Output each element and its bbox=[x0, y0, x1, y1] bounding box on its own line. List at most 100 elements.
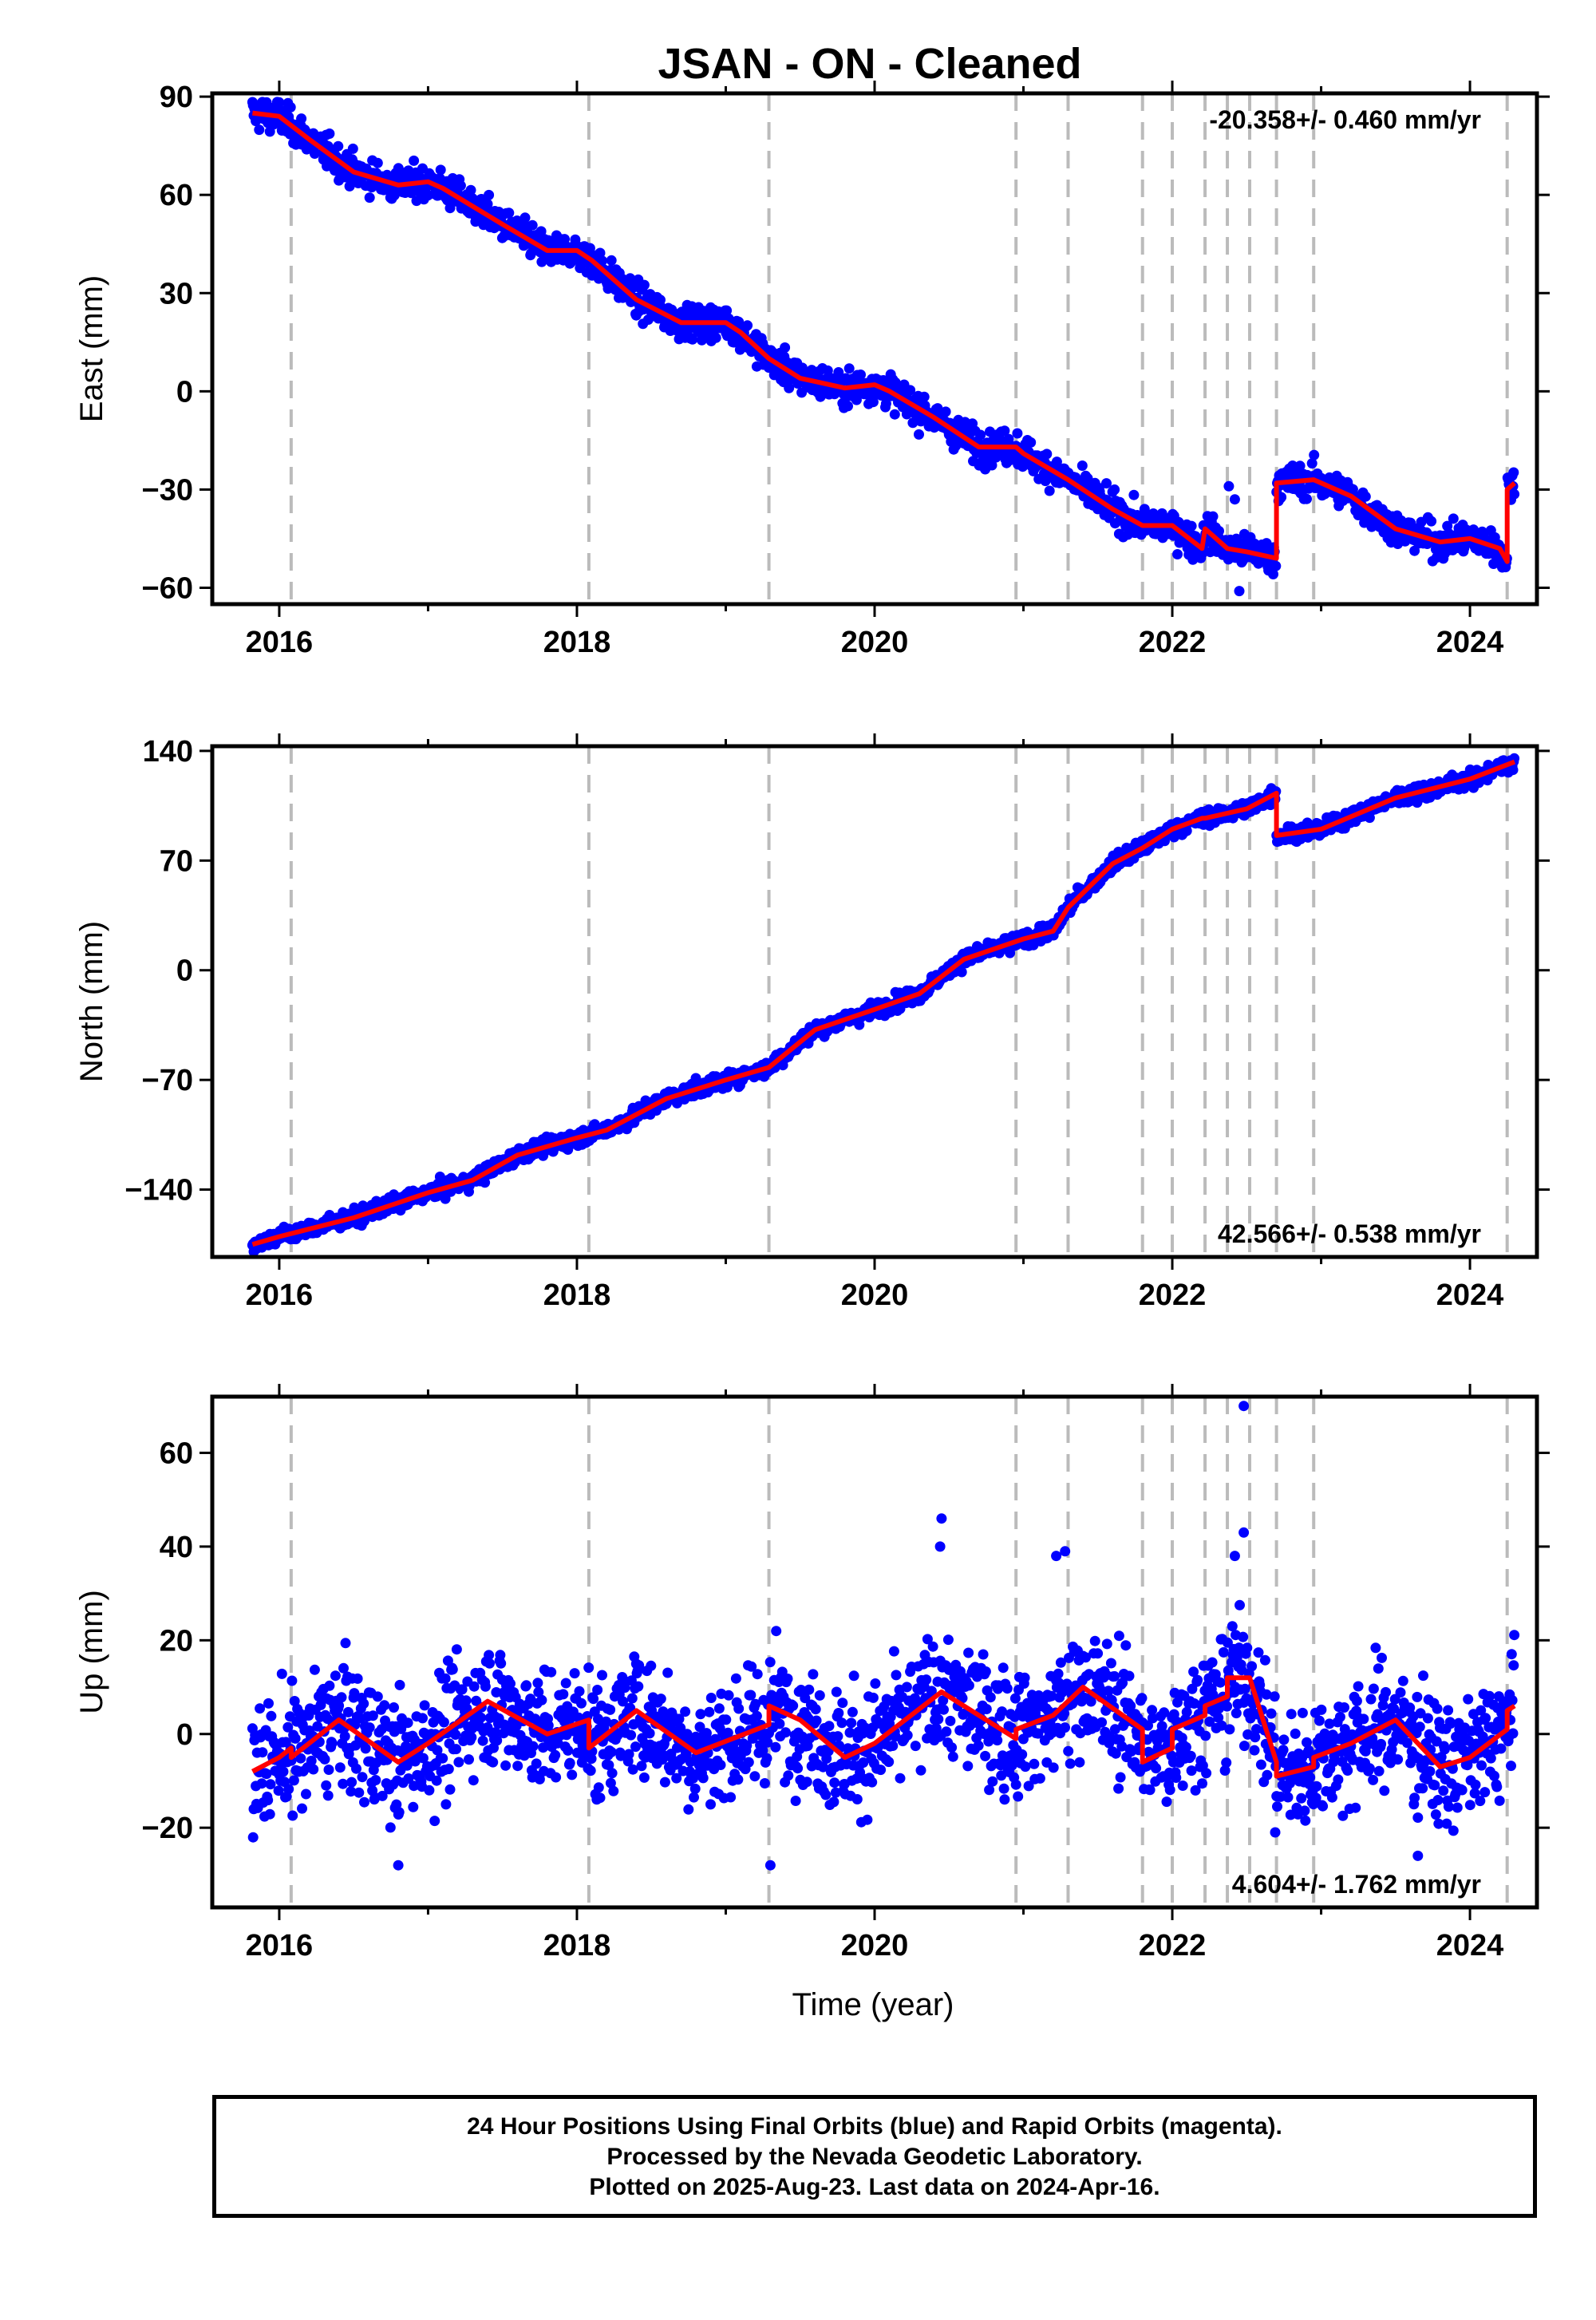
data-point bbox=[1309, 450, 1319, 460]
data-point bbox=[895, 1773, 906, 1784]
data-point bbox=[437, 1753, 448, 1764]
data-point bbox=[594, 1782, 604, 1792]
data-point bbox=[1109, 484, 1120, 495]
data-point bbox=[1025, 437, 1036, 448]
data-point bbox=[429, 1816, 440, 1826]
data-point bbox=[341, 1638, 351, 1648]
data-point bbox=[948, 1752, 958, 1762]
data-point bbox=[724, 1690, 734, 1701]
data-point bbox=[963, 1648, 974, 1658]
data-point bbox=[469, 1682, 480, 1692]
data-point bbox=[608, 1786, 618, 1796]
data-point bbox=[1361, 492, 1371, 502]
data-point bbox=[439, 1717, 449, 1728]
data-point bbox=[565, 1758, 575, 1769]
y-tick-label: −60 bbox=[142, 571, 193, 605]
data-point bbox=[765, 1657, 776, 1667]
data-point bbox=[277, 1669, 287, 1679]
data-point bbox=[815, 1690, 825, 1701]
data-point bbox=[361, 1743, 371, 1753]
data-point bbox=[780, 342, 790, 353]
data-point bbox=[528, 1741, 539, 1752]
data-point bbox=[680, 1706, 690, 1717]
data-point bbox=[1045, 486, 1055, 496]
data-point bbox=[974, 1741, 984, 1751]
data-point bbox=[820, 1790, 831, 1800]
data-point bbox=[1012, 429, 1022, 439]
velocity-rate-label: -20.358+/- 0.460 mm/yr bbox=[1209, 105, 1481, 134]
data-point bbox=[745, 1690, 756, 1701]
data-point bbox=[639, 1773, 650, 1783]
data-point bbox=[655, 294, 666, 305]
data-point bbox=[263, 1795, 273, 1805]
y-tick-label: 30 bbox=[160, 277, 193, 310]
data-point bbox=[770, 1742, 780, 1753]
data-point bbox=[496, 1658, 506, 1669]
data-point bbox=[456, 180, 466, 191]
y-tick-label: 60 bbox=[160, 179, 193, 212]
data-point bbox=[1448, 513, 1459, 524]
data-point bbox=[760, 1778, 770, 1788]
data-point bbox=[403, 1717, 413, 1728]
data-point bbox=[551, 1773, 561, 1783]
data-point bbox=[373, 158, 383, 168]
data-point bbox=[308, 1765, 318, 1775]
data-point bbox=[607, 1768, 618, 1778]
data-point bbox=[520, 212, 531, 223]
data-point bbox=[484, 190, 494, 200]
data-point bbox=[389, 1702, 399, 1713]
data-point bbox=[883, 1757, 894, 1767]
velocity-rate-label: 42.566+/- 0.538 mm/yr bbox=[1218, 1219, 1481, 1248]
data-point bbox=[266, 1711, 276, 1721]
data-point bbox=[639, 280, 650, 290]
data-point bbox=[928, 1642, 938, 1652]
data-point bbox=[595, 1792, 606, 1803]
data-point bbox=[409, 156, 419, 166]
data-point bbox=[921, 1674, 931, 1685]
data-point bbox=[286, 1676, 297, 1686]
x-tick-label: 2024 bbox=[1436, 626, 1504, 659]
data-point bbox=[575, 1686, 585, 1697]
data-point bbox=[327, 1738, 338, 1749]
data-point bbox=[646, 1661, 656, 1671]
data-point bbox=[889, 1646, 899, 1657]
data-point bbox=[588, 1694, 598, 1704]
data-point bbox=[832, 1731, 843, 1741]
data-point bbox=[586, 1765, 596, 1776]
data-point bbox=[536, 1695, 547, 1705]
data-point bbox=[914, 429, 924, 440]
data-point bbox=[690, 1784, 701, 1794]
plot-area bbox=[247, 93, 1519, 604]
data-point bbox=[705, 1799, 716, 1809]
data-point bbox=[444, 1764, 454, 1774]
data-point bbox=[660, 1777, 670, 1788]
data-point bbox=[808, 1669, 818, 1679]
data-point bbox=[385, 1822, 396, 1832]
data-point bbox=[627, 1694, 638, 1704]
data-point bbox=[561, 1678, 571, 1689]
data-point bbox=[287, 1811, 298, 1821]
data-point bbox=[323, 1790, 334, 1800]
data-point bbox=[567, 1769, 577, 1780]
data-point bbox=[704, 1707, 714, 1717]
data-point bbox=[774, 1719, 784, 1729]
data-point bbox=[802, 1777, 812, 1787]
data-point bbox=[310, 1665, 320, 1675]
data-point bbox=[938, 1705, 949, 1715]
data-point bbox=[320, 1754, 330, 1765]
data-point bbox=[340, 1731, 350, 1741]
data-point bbox=[257, 1747, 267, 1757]
plot-area bbox=[247, 746, 1519, 1257]
x-tick-label: 2020 bbox=[841, 1279, 909, 1312]
data-point bbox=[714, 1703, 725, 1713]
data-point bbox=[346, 1777, 357, 1788]
y-tick-label: 70 bbox=[160, 844, 193, 878]
data-point bbox=[1509, 489, 1519, 500]
data-point bbox=[283, 1784, 294, 1794]
data-point bbox=[337, 1692, 347, 1702]
data-point bbox=[837, 1717, 847, 1728]
data-point bbox=[725, 1792, 736, 1803]
data-point bbox=[847, 1707, 858, 1717]
data-point bbox=[792, 1763, 803, 1773]
data-point bbox=[742, 320, 753, 330]
